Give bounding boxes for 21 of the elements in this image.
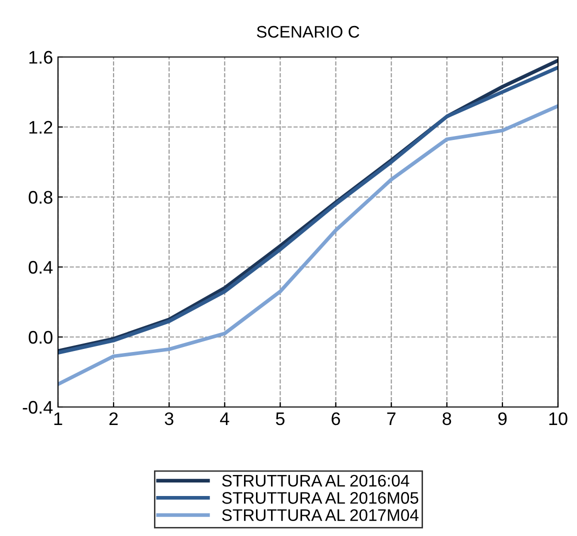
x-tick-label: 10	[549, 412, 568, 426]
y-tick-label: -0.4	[22, 400, 53, 414]
y-tick-label: 0.0	[28, 330, 52, 344]
legend-label: STRUTTURA AL 2016:04	[222, 474, 410, 487]
line-series	[58, 104, 558, 386]
y-tick-label: 0.8	[28, 190, 52, 204]
chart-title: SCENARIO C	[256, 26, 360, 38]
x-tick-label: 6	[332, 412, 340, 426]
legend-label: STRUTTURA AL 2017M04	[222, 509, 418, 522]
x-tick-label: 3	[164, 412, 174, 426]
x-tick-label: 5	[276, 412, 284, 426]
x-tick-label: 7	[387, 412, 396, 425]
y-tick-label: 0.4	[28, 260, 53, 274]
x-tick-label: 4	[220, 412, 230, 425]
x-tick-label: 1	[54, 412, 62, 425]
x-tick-label: 8	[442, 412, 452, 426]
legend-label: STRUTTURA AL 2016M05	[222, 492, 418, 504]
x-tick-label: 2	[109, 412, 118, 425]
x-tick-label: 9	[498, 412, 507, 426]
y-tick-label: 1.6	[29, 50, 52, 64]
y-tick-label: 1.2	[29, 120, 52, 134]
